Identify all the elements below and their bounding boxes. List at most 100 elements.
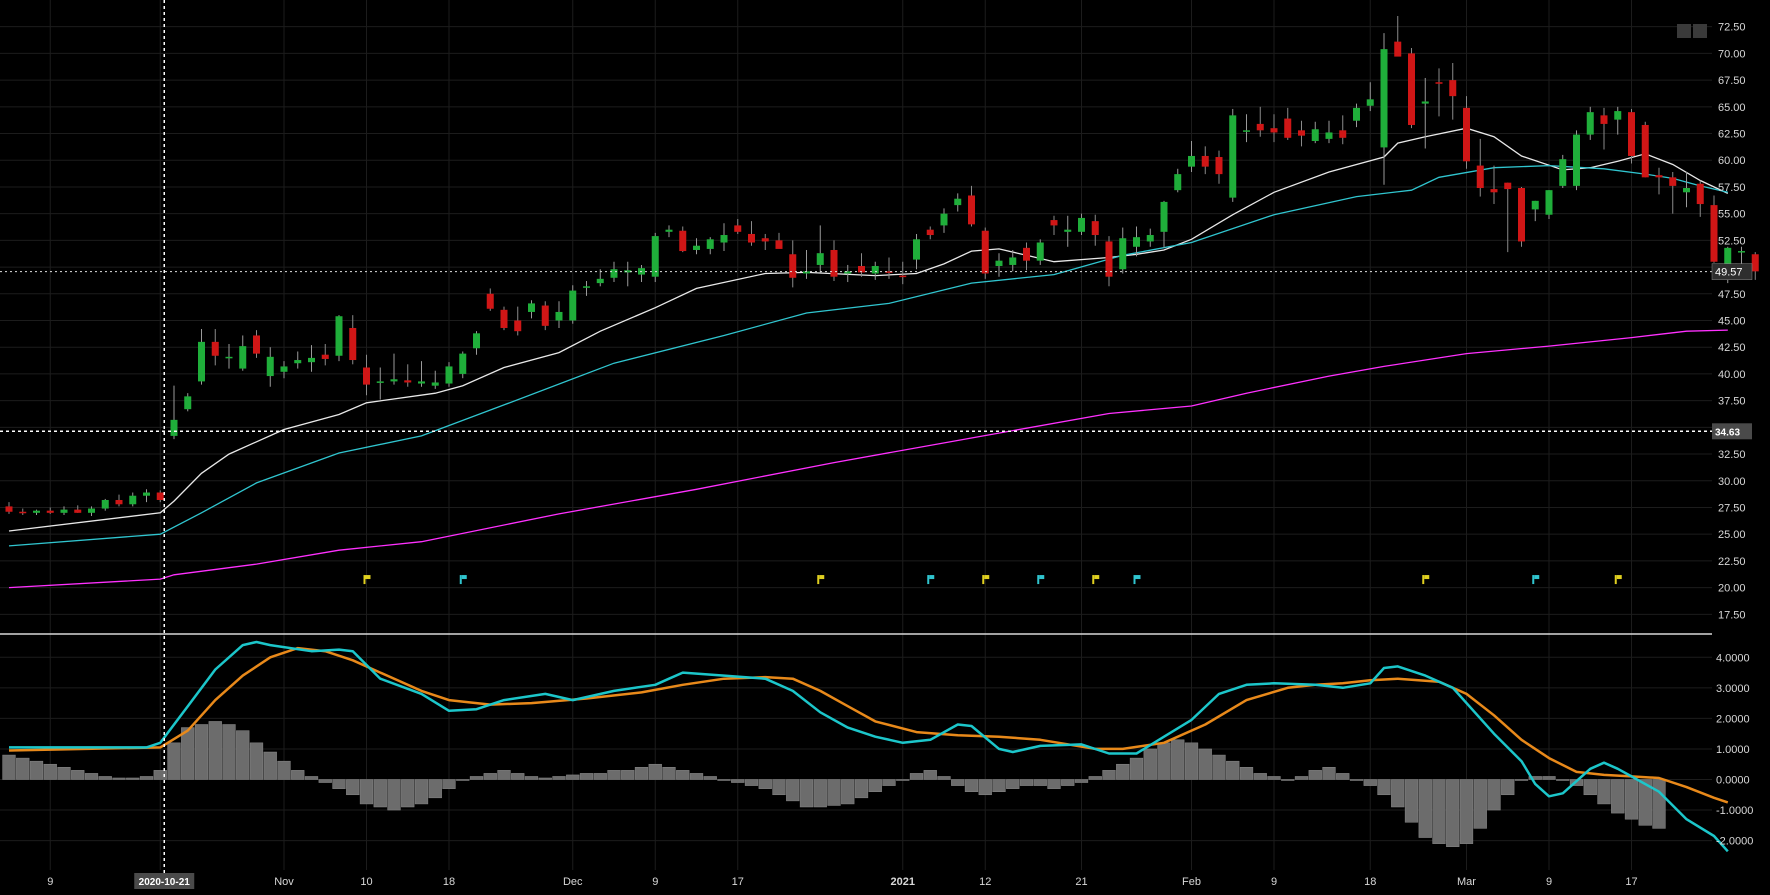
macd-tick-label: 0.0000	[1716, 775, 1750, 787]
candle	[1201, 146, 1209, 175]
macd-tick-label: -2.0000	[1716, 836, 1753, 848]
candle-body	[390, 379, 398, 382]
histogram-bar	[456, 779, 470, 781]
date-tick-label: 9	[652, 876, 658, 888]
candle	[789, 240, 797, 288]
histogram-bar	[71, 770, 85, 780]
candle-body	[693, 245, 700, 250]
candle-body	[143, 492, 150, 496]
event-flag-icon[interactable]	[817, 575, 825, 585]
macd-tick-label: 2.0000	[1716, 713, 1750, 725]
flag-pole	[817, 575, 820, 585]
candle-body	[473, 333, 480, 349]
candle	[486, 288, 494, 311]
candle-body	[1751, 254, 1759, 272]
candle	[253, 330, 260, 358]
histogram-bar	[1253, 773, 1267, 780]
candle	[1270, 114, 1278, 143]
flag-pole	[1133, 575, 1136, 585]
gridlines	[0, 0, 1712, 870]
histogram-bar	[841, 779, 855, 805]
maximize-icon[interactable]	[1693, 24, 1707, 38]
histogram-bar	[676, 770, 690, 780]
candle	[335, 315, 343, 362]
histogram-bar	[813, 779, 827, 808]
candle	[816, 225, 824, 273]
histogram-bar	[29, 760, 44, 780]
candle	[583, 280, 590, 296]
histogram-bar	[964, 779, 979, 792]
histogram-bar	[1336, 773, 1350, 780]
candle-body	[1490, 189, 1498, 193]
candle	[1215, 150, 1223, 184]
flag-banner	[1616, 575, 1622, 580]
histogram-bar	[1349, 779, 1364, 781]
candle	[541, 301, 549, 331]
candle	[1531, 200, 1539, 222]
histogram-bar	[524, 776, 539, 780]
moving-average-line-3	[8, 329, 1728, 589]
histogram-bar	[662, 767, 676, 780]
event-flag-icon[interactable]	[1037, 575, 1045, 585]
candle-body	[913, 239, 920, 260]
event-flag-icon[interactable]	[1532, 575, 1540, 585]
candle	[844, 264, 852, 283]
candle-body	[610, 269, 618, 278]
price-tick-label: 60.00	[1718, 155, 1746, 167]
candle-body	[60, 509, 68, 513]
macd-axis: 4.0000 3.0000 2.0000 1.0000 0.0000 -1.0000 -2.…	[1716, 652, 1753, 847]
candle-body	[665, 229, 673, 232]
candle	[1490, 165, 1498, 205]
candle	[129, 492, 137, 507]
candle-body	[1628, 112, 1635, 156]
event-flag-icon[interactable]	[982, 575, 990, 585]
candle	[1119, 227, 1127, 274]
event-flag-icon[interactable]	[1133, 575, 1141, 585]
candle-body	[569, 290, 577, 321]
histogram-bar	[744, 779, 759, 786]
candle	[404, 364, 412, 387]
histogram-bar	[1652, 779, 1666, 829]
histogram-bar	[1473, 779, 1487, 829]
window-controls[interactable]	[1677, 24, 1707, 38]
candle-body	[1160, 201, 1168, 232]
candle	[1133, 226, 1140, 257]
event-flag-icon[interactable]	[927, 575, 935, 585]
histogram-bar	[359, 779, 374, 805]
candle	[5, 502, 13, 514]
candle	[651, 232, 659, 283]
candle-body	[1504, 182, 1512, 190]
candle	[390, 353, 398, 385]
price-tick-label: 20.00	[1718, 583, 1746, 595]
date-tick-label: 10	[360, 876, 372, 888]
candle-body	[1298, 130, 1305, 136]
flag-pole	[459, 575, 462, 585]
histogram-bar	[84, 773, 99, 780]
candle-body	[431, 382, 439, 386]
candle	[308, 345, 315, 372]
flag-banner	[1039, 575, 1045, 580]
candle-body	[418, 381, 425, 384]
event-flag-icon[interactable]	[363, 575, 371, 585]
candle	[349, 315, 357, 365]
candle-body	[775, 240, 783, 249]
candle-body	[734, 225, 742, 232]
minimize-icon[interactable]	[1677, 24, 1691, 38]
histogram-bar	[1267, 776, 1281, 780]
event-flag-icon[interactable]	[1614, 575, 1622, 585]
histogram-bar	[579, 773, 594, 780]
candle	[321, 344, 329, 366]
histogram-bar	[373, 779, 387, 808]
histogram-bar	[139, 776, 154, 780]
event-flag-icon[interactable]	[459, 575, 467, 585]
event-flag-icon[interactable]	[1092, 575, 1100, 585]
candle-body	[1614, 111, 1622, 120]
histogram-bar	[538, 777, 552, 780]
price-tick-label: 32.50	[1718, 449, 1746, 461]
event-flag-icon[interactable]	[1422, 575, 1430, 585]
candle	[1669, 171, 1677, 214]
histogram-bar	[1556, 779, 1570, 781]
